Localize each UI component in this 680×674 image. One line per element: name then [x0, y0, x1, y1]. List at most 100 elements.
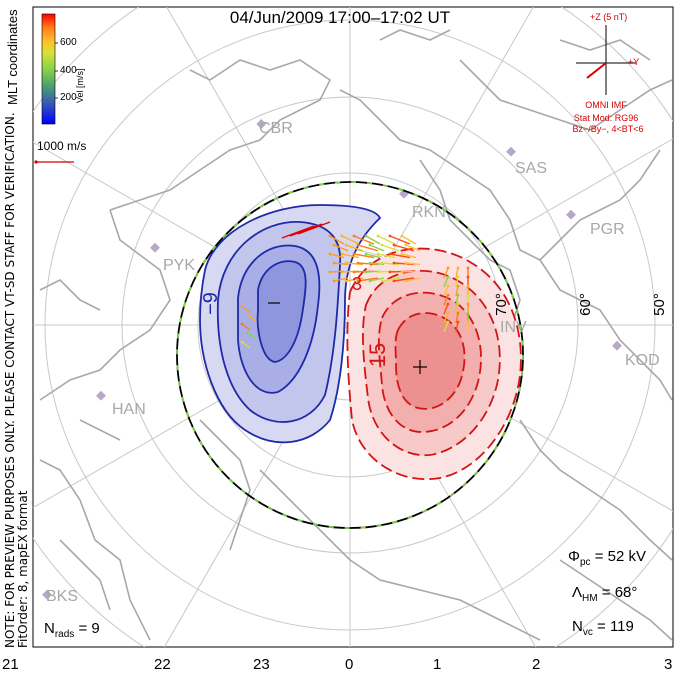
velocity-vector	[401, 270, 417, 273]
velocity-vector	[345, 277, 364, 282]
velocity-vector	[377, 235, 396, 245]
velocity-vector	[241, 323, 251, 331]
velocity-vector	[353, 253, 375, 259]
site-han: HAN	[112, 401, 146, 418]
nvc-symbol: N	[572, 618, 583, 635]
velocity-vector	[281, 225, 315, 239]
velocity-vector	[443, 321, 449, 333]
velocity-vector-origin	[380, 261, 384, 265]
velocity-vector-origin	[356, 261, 360, 265]
velocity-vector-origin	[332, 279, 336, 283]
imf-vector	[586, 62, 607, 79]
velocity-vector-origin	[352, 252, 356, 256]
mlt-label-2: 2	[532, 656, 541, 673]
coord-label: MLT coordinates	[5, 9, 20, 105]
velocity-vector-origin	[388, 252, 392, 256]
velocity-vector-origin	[400, 270, 404, 274]
velocity-vector-origin	[456, 275, 460, 279]
velocity-vector-origin	[340, 234, 344, 238]
velocity-vector-origin	[328, 252, 332, 256]
mlt-label-1: 1	[433, 656, 442, 673]
velocity-vector-origin	[240, 304, 244, 308]
mlt-label-22: 22	[154, 656, 171, 673]
max-marker	[413, 360, 427, 374]
velocity-vector	[289, 223, 323, 237]
velocity-vector	[377, 253, 396, 259]
velocity-vector-origin	[388, 270, 392, 274]
colorbar-tick-400: 400	[60, 65, 77, 76]
velocity-vector-origin	[332, 261, 336, 265]
velocity-vector	[365, 253, 381, 259]
velocity-vector	[455, 285, 459, 297]
velocity-vector	[401, 253, 417, 259]
velocity-vector	[241, 305, 251, 313]
velocity-vector-origin	[392, 261, 396, 265]
velocity-vector	[247, 332, 257, 340]
imf-by-label: +Y	[628, 57, 640, 67]
velocity-vector	[455, 294, 459, 306]
velocity-vector-origin	[388, 234, 392, 238]
lat-label-50: 50°	[650, 293, 668, 316]
n-vc-stat: Nvc = 119	[572, 618, 634, 638]
velocity-vector	[443, 294, 449, 306]
site-bks: BKS	[46, 588, 79, 605]
velocity-vector-origin	[380, 279, 384, 283]
lat-label-70: 70°	[492, 293, 510, 316]
velocity-vector	[297, 221, 331, 235]
velocity-vector-origin	[466, 320, 470, 324]
velocity-vector	[333, 244, 349, 252]
velocity-vector	[443, 267, 449, 279]
imf-source: OMNI IMF	[585, 100, 627, 110]
velocity-vector-origin	[404, 243, 408, 247]
velocity-vector	[401, 235, 417, 245]
velocity-vector	[247, 314, 257, 322]
velocity-vector	[389, 235, 411, 245]
velocity-vector	[365, 235, 381, 245]
velocity-vector-origin	[246, 331, 250, 335]
velocity-vector	[443, 303, 449, 315]
velocity-vector-origin	[466, 275, 470, 279]
velocity-vector	[345, 262, 364, 266]
velocity-vector-origin	[392, 279, 396, 283]
velocity-vector-origin	[392, 243, 396, 247]
velocity-vector	[381, 277, 400, 282]
velocity-vector-origin	[466, 293, 470, 297]
velocity-vector-origin	[356, 243, 360, 247]
velocity-vector	[389, 253, 411, 259]
mlt-label-21: 21	[2, 656, 19, 673]
velocity-vector-origin	[246, 313, 250, 317]
colorbar-tick-600: 600	[60, 37, 77, 48]
n-rads-stat: Nrads = 9	[44, 620, 100, 640]
velocity-vector-origin	[332, 243, 336, 247]
velocity-vector-origin	[352, 234, 356, 238]
velocity-vector-origin	[376, 270, 380, 274]
velocity-vector	[393, 244, 415, 252]
velocity-vector-origin	[466, 311, 470, 315]
velocity-vector	[455, 267, 459, 279]
velocity-vector	[329, 253, 345, 259]
imf-model: Stat Mod: RG96	[573, 113, 639, 123]
velocity-vector	[345, 244, 364, 252]
velocity-vector	[443, 312, 449, 324]
contour-max-label: 15	[365, 342, 391, 368]
phi-pc-stat: Φpc = 52 kV	[568, 548, 646, 568]
imf-bz-label: +Z (5 nT)	[590, 12, 628, 22]
velocity-vector	[329, 235, 345, 245]
velocity-vector-origin	[240, 322, 244, 326]
mlt-label-0: 0	[345, 656, 354, 673]
vector-scale-dot	[34, 160, 38, 164]
phi-subscript: pc	[579, 557, 591, 568]
velocity-vector	[381, 244, 400, 252]
lambda-hm-stat: ΛHM = 68°	[572, 584, 637, 604]
velocity-vector-origin	[446, 266, 450, 270]
velocity-vector-origin	[356, 279, 360, 283]
velocity-vector	[455, 321, 459, 333]
nvc-value: = 119	[597, 618, 634, 635]
colorbar-unit: Vel [m/s]	[75, 68, 85, 103]
site-cbr: CBR	[259, 120, 293, 137]
velocity-vector	[369, 244, 385, 252]
imf-model-detail: Bz−/By−, 4<BT<6	[572, 124, 644, 134]
velocity-vector-origin	[364, 252, 368, 256]
velocity-vector-origin	[466, 266, 470, 270]
velocity-vector-origin	[328, 234, 332, 238]
